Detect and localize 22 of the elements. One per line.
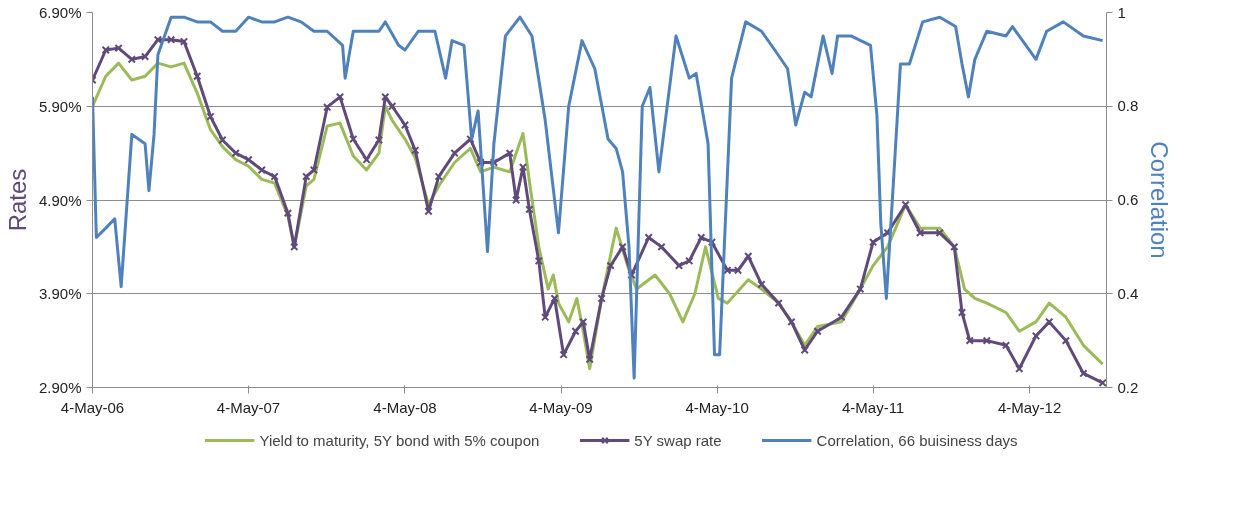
y-tick-label: 6.90% bbox=[38, 4, 82, 21]
legend-label: 5Y swap rate bbox=[634, 431, 722, 449]
y2-tick-label: 0.6 bbox=[1117, 191, 1139, 208]
x-tick-label: 4-May-06 bbox=[60, 398, 125, 416]
y2-axis-title: Correlation bbox=[1146, 141, 1174, 259]
x-tick-label: 4-May-07 bbox=[216, 398, 281, 416]
y-axis-title: Rates bbox=[3, 168, 31, 232]
x-tick-label: 4-May-11 bbox=[841, 398, 905, 416]
legend-label: Yield to maturity, 5Y bond with 5% coupon bbox=[259, 431, 540, 449]
y2-tick-label: 1 bbox=[1117, 3, 1126, 21]
legend-label: Correlation, 66 buisiness days bbox=[816, 431, 1018, 449]
y-tick-label: 2.90% bbox=[38, 379, 82, 396]
x-tick-label: 4-May-08 bbox=[373, 398, 437, 416]
y-tick-label: 5.90% bbox=[38, 97, 82, 115]
x-tick-label: 4-May-09 bbox=[529, 398, 593, 416]
y-tick-label: 4.90% bbox=[38, 191, 82, 209]
x-tick-label: 4-May-12 bbox=[997, 398, 1062, 416]
y-tick-label: 3.90% bbox=[38, 285, 82, 303]
y2-tick-label: 0.4 bbox=[1117, 284, 1139, 302]
y2-tick-label: 0.8 bbox=[1117, 97, 1139, 115]
y2-tick-label: 0.2 bbox=[1117, 378, 1139, 396]
x-tick-label: 4-May-10 bbox=[685, 398, 749, 416]
